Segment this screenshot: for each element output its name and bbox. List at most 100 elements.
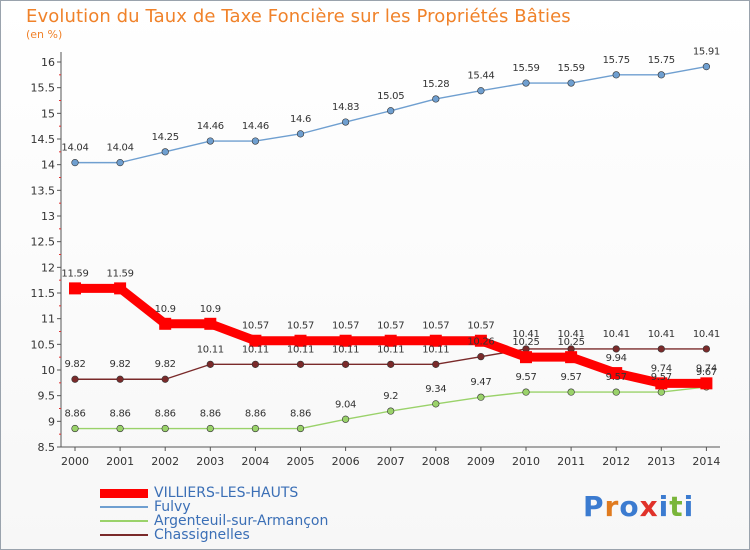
data-point bbox=[522, 79, 530, 87]
data-point bbox=[657, 388, 665, 396]
legend-item: VILLIERS-LES-HAUTS bbox=[100, 486, 328, 500]
data-point bbox=[161, 375, 169, 383]
y-tick-label: 14.5 bbox=[31, 133, 56, 146]
data-point bbox=[206, 137, 214, 145]
data-label: 10.57 bbox=[377, 321, 404, 332]
legend-swatch bbox=[100, 506, 148, 508]
data-point bbox=[342, 360, 350, 368]
data-point bbox=[657, 71, 665, 79]
x-tick-label: 2012 bbox=[602, 455, 630, 468]
data-point bbox=[432, 400, 440, 408]
data-point bbox=[432, 360, 440, 368]
data-label: 9.57 bbox=[606, 372, 627, 383]
data-label: 10.9 bbox=[200, 304, 221, 315]
legend-label: Chassignelles bbox=[154, 527, 250, 543]
data-label: 14.83 bbox=[332, 102, 359, 113]
data-label: 10.11 bbox=[242, 344, 269, 355]
data-point bbox=[251, 137, 259, 145]
data-label: 8.86 bbox=[155, 409, 176, 420]
data-label: 10.41 bbox=[693, 329, 720, 340]
data-point bbox=[114, 282, 127, 295]
data-point bbox=[702, 63, 711, 71]
x-tick-label: 2014 bbox=[692, 455, 720, 468]
data-point bbox=[339, 334, 352, 347]
data-label: 10.41 bbox=[558, 329, 585, 340]
x-tick-label: 2005 bbox=[287, 455, 315, 468]
data-label: 10.26 bbox=[467, 337, 494, 348]
y-tick-label: 12 bbox=[41, 261, 55, 274]
data-point bbox=[432, 95, 440, 103]
x-tick-label: 2009 bbox=[467, 455, 495, 468]
data-label: 15.59 bbox=[558, 63, 585, 74]
data-label: 9.74 bbox=[651, 363, 672, 374]
data-point bbox=[612, 71, 620, 79]
data-point bbox=[657, 345, 665, 353]
data-point bbox=[249, 334, 262, 347]
data-label: 10.11 bbox=[287, 344, 314, 355]
data-point bbox=[296, 360, 305, 368]
y-tick-label: 9 bbox=[48, 415, 55, 428]
data-point bbox=[204, 317, 217, 330]
x-tick-label: 2004 bbox=[241, 455, 269, 468]
data-point bbox=[294, 334, 307, 347]
data-label: 8.86 bbox=[290, 409, 311, 420]
data-label: 8.86 bbox=[110, 409, 131, 420]
x-tick-label: 2013 bbox=[647, 455, 675, 468]
data-label: 9.34 bbox=[425, 384, 446, 395]
data-point bbox=[702, 345, 711, 353]
data-label: 8.86 bbox=[64, 409, 85, 420]
series-line-1 bbox=[75, 65, 707, 164]
x-tick-label: 2001 bbox=[106, 455, 134, 468]
data-point bbox=[342, 118, 350, 126]
x-tick-label: 2002 bbox=[151, 455, 179, 468]
data-label: 10.57 bbox=[467, 321, 494, 332]
legend-swatch bbox=[100, 520, 148, 522]
y-tick-label: 13 bbox=[41, 210, 55, 223]
data-label: 8.86 bbox=[245, 409, 266, 420]
data-label: 9.82 bbox=[64, 359, 85, 370]
x-tick-label: 2010 bbox=[512, 455, 540, 468]
data-label: 10.11 bbox=[422, 344, 449, 355]
legend-label: Fulvy bbox=[154, 499, 191, 515]
data-label: 9.67 bbox=[696, 367, 717, 378]
x-tick-label: 2008 bbox=[422, 455, 450, 468]
x-tick-label: 2006 bbox=[332, 455, 360, 468]
data-point bbox=[69, 282, 81, 295]
data-label: 10.57 bbox=[332, 321, 359, 332]
data-label: 9.47 bbox=[470, 377, 491, 388]
legend-swatch bbox=[100, 534, 148, 536]
data-point bbox=[71, 375, 79, 383]
data-point bbox=[161, 424, 169, 433]
legend-item: Fulvy bbox=[100, 500, 328, 514]
proxiti-logo: Proxiti bbox=[583, 490, 695, 523]
data-point bbox=[342, 415, 350, 423]
data-label: 9.82 bbox=[155, 359, 176, 370]
data-point bbox=[116, 424, 124, 433]
data-label: 9.57 bbox=[651, 372, 672, 383]
data-point bbox=[116, 375, 124, 383]
data-label: 10.25 bbox=[558, 337, 585, 348]
y-tick-label: 10.5 bbox=[31, 338, 56, 351]
data-point bbox=[522, 388, 530, 396]
data-point bbox=[71, 159, 79, 167]
legend-swatch bbox=[100, 488, 148, 498]
data-point bbox=[477, 393, 485, 401]
data-point bbox=[567, 79, 575, 87]
x-tick-label: 2003 bbox=[196, 455, 224, 468]
legend-label: Argenteuil-sur-Armançon bbox=[154, 513, 329, 529]
data-point bbox=[206, 360, 214, 368]
data-point bbox=[71, 424, 79, 433]
data-label: 10.41 bbox=[648, 329, 675, 340]
data-point bbox=[387, 407, 395, 415]
y-tick-label: 11 bbox=[41, 313, 55, 326]
data-label: 9.74 bbox=[696, 363, 717, 374]
data-label: 10.25 bbox=[512, 337, 539, 348]
data-point bbox=[520, 351, 532, 364]
data-point bbox=[610, 367, 623, 380]
data-point bbox=[251, 360, 259, 368]
data-point bbox=[474, 334, 487, 347]
y-tick-label: 8.5 bbox=[38, 441, 56, 454]
data-label: 14.46 bbox=[242, 121, 269, 132]
y-tick-label: 12.5 bbox=[31, 236, 56, 249]
